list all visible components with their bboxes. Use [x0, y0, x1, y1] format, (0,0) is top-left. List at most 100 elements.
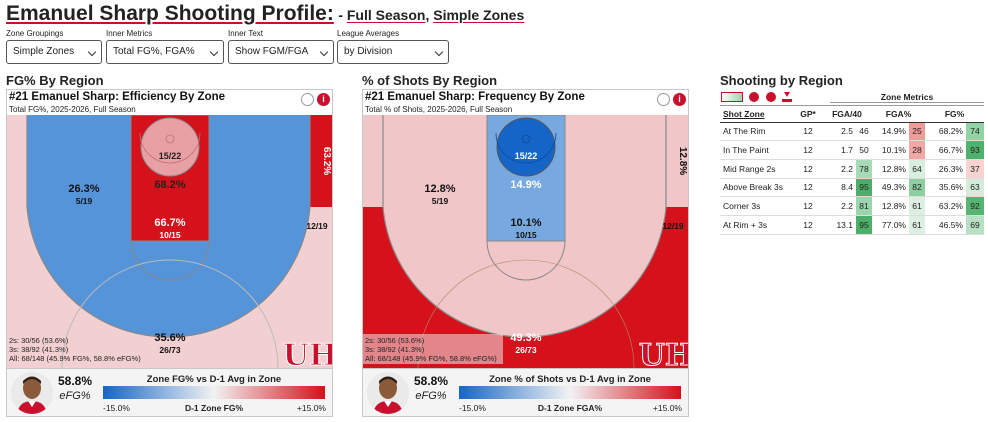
paint-pct-label: 10.1%: [510, 217, 541, 229]
fgapct-cell: 12.8%: [872, 159, 909, 179]
zone-cell: Above Break 3s: [720, 178, 794, 198]
chevron-down-icon: [87, 47, 97, 57]
fga-cell: 2.2: [822, 159, 856, 179]
download-icon[interactable]: [782, 92, 793, 102]
subtitle-zones: Simple Zones: [433, 7, 525, 23]
zone-corner-left: [363, 115, 383, 207]
fgapct-cell: 14.9%: [872, 122, 909, 142]
zone-corner-right: [310, 115, 332, 207]
info-icon[interactable]: i: [317, 93, 330, 106]
gp-cell: 12: [794, 215, 822, 235]
col-header-fga[interactable]: FGA/40: [832, 108, 862, 119]
fga-pctile-cell: 95: [856, 215, 872, 235]
fgpct-cell: 26.3%: [925, 159, 966, 179]
efg-value: 58.8%: [413, 374, 449, 388]
rim-pct-label: 14.9%: [510, 179, 541, 191]
corner-pct-label: 63.2%: [321, 147, 332, 175]
page-subtitle: - Full Season, Simple Zones: [338, 7, 524, 23]
fgapct-pctile-cell: 61: [909, 196, 925, 216]
chevron-down-icon: [319, 47, 329, 57]
fgapct-cell: 49.3%: [872, 178, 909, 198]
inner-text-value: Show FGM/FGA: [235, 46, 309, 57]
col-header-fgapct[interactable]: FGA%: [885, 108, 912, 119]
col-header-fgpct[interactable]: FG%: [944, 108, 965, 119]
gp-cell: 12: [794, 122, 822, 142]
fgpct-cell: 46.5%: [925, 215, 966, 235]
col-header-zone[interactable]: Shot Zone: [723, 108, 765, 119]
rim-fgm-label: 15/22: [159, 151, 182, 161]
fgapct-cell: 77.0%: [872, 215, 909, 235]
inner-metrics-select[interactable]: Total FG%, FGA%: [106, 40, 224, 64]
player-photo-icon: [367, 372, 409, 414]
frequency-panel-subtitle: Total % of Shots, 2025-2026, Full Season: [365, 105, 513, 114]
legend-min: -15.0%: [459, 403, 486, 413]
info-circle-icon[interactable]: [749, 92, 760, 102]
legend-title: Zone FG% vs D-1 Avg in Zone: [146, 374, 282, 385]
zone-groupings-select[interactable]: Simple Zones: [6, 40, 102, 64]
frequency-panel-title: #21 Emanuel Sharp: Frequency By Zone: [365, 91, 585, 103]
table-header-top: Zone Metrics: [720, 88, 984, 106]
above-fgm-label: 26/73: [159, 345, 181, 355]
fg-by-region-title: FG% By Region: [6, 73, 104, 88]
gp-cell: 12: [794, 178, 822, 198]
zone-cell: At Rim + 3s: [720, 215, 794, 235]
legend-min: -15.0%: [103, 403, 130, 413]
legend-max: +15.0%: [296, 403, 326, 413]
efficiency-panel: #21 Emanuel Sharp: Efficiency By Zone To…: [6, 89, 333, 417]
subtitle-separator: ,: [425, 7, 434, 23]
subtitle-period: Full Season: [346, 7, 426, 23]
league-averages-select[interactable]: by Division: [337, 40, 449, 64]
zone-groupings-label: Zone Groupings: [6, 29, 64, 38]
fgapct-pctile-cell: 61: [909, 215, 925, 235]
fgapct-pctile-cell: 82: [909, 178, 925, 198]
inner-metrics-control: Inner Metrics Total FG%, FGA%: [106, 29, 224, 64]
zone-cell: In The Paint: [720, 140, 794, 160]
gp-cell: 12: [794, 140, 822, 160]
subtitle-prefix: -: [338, 7, 347, 23]
fgpct-pctile-cell: 69: [966, 215, 984, 235]
summary-2s: 2s: 30/56 (53.6%): [9, 336, 69, 345]
color-scale-icon[interactable]: [721, 92, 743, 102]
above-pct-label: 49.3%: [510, 332, 541, 344]
inner-text-select[interactable]: Show FGM/FGA: [228, 40, 334, 64]
fga-pctile-cell: 78: [856, 159, 872, 179]
efficiency-court: 15/22 68.2% 66.7% 10/15 26.3% 5/19 63.2%…: [7, 115, 332, 368]
inner-metrics-value: Total FG%, FGA%: [113, 46, 195, 57]
toggle-circle-button[interactable]: [657, 93, 670, 106]
summary-3s: 3s: 38/92 (41.3%): [365, 345, 425, 354]
fga-cell: 13.1: [822, 215, 856, 235]
info-icon[interactable]: i: [673, 93, 686, 106]
settings-circle-icon[interactable]: [765, 92, 776, 102]
summary-all: All: 68/148 (45.9% FG%, 58.8% eFG%): [9, 354, 141, 363]
mid-pct-label: 12.8%: [424, 183, 455, 195]
houston-logo-icon: UH: [638, 338, 688, 369]
efg-value: 58.8%: [57, 374, 93, 388]
zone-cell: At The Rim: [720, 122, 794, 142]
mid-pct-label: 26.3%: [68, 183, 99, 195]
fgpct-pctile-cell: 74: [966, 122, 984, 142]
rim-pct-label: 68.2%: [154, 179, 185, 191]
zone-groupings-value: Simple Zones: [13, 46, 75, 57]
efficiency-footer: 58.8% eFG% Zone FG% vs D-1 Avg in Zone -…: [7, 368, 332, 416]
fgpct-cell: 68.2%: [925, 122, 966, 142]
player-avatar: [367, 372, 409, 414]
zone-corner-left: [7, 115, 27, 207]
fgpct-cell: 35.6%: [925, 178, 966, 198]
legend-gradient-bar: [103, 386, 325, 399]
fgpct-cell: 63.2%: [925, 196, 966, 216]
table-row: Above Break 3s 12 8.4 95 49.3% 82 35.6% 63: [720, 178, 984, 198]
fgapct-pctile-cell: 28: [909, 140, 925, 160]
above-pct-label: 35.6%: [154, 332, 185, 344]
gp-cell: 12: [794, 159, 822, 179]
col-header-gp[interactable]: GP*: [800, 108, 816, 119]
page-title: Emanuel Sharp Shooting Profile:: [6, 2, 334, 25]
fgpct-cell: 66.7%: [925, 140, 966, 160]
corner-fgm-label: 12/19: [306, 221, 328, 231]
toggle-circle-button[interactable]: [301, 93, 314, 106]
player-avatar: [11, 372, 53, 414]
legend-title: Zone % of Shots vs D-1 Avg in Zone: [489, 374, 651, 385]
summary-all: All: 68/148 (45.9% FG%, 58.8% eFG%): [365, 354, 497, 363]
houston-logo-icon: UH: [282, 338, 332, 369]
shooting-table: Shot Zone GP* FGA/40 FGA% FG% At The Rim…: [720, 106, 984, 235]
above-fgm-label: 26/73: [515, 345, 537, 355]
